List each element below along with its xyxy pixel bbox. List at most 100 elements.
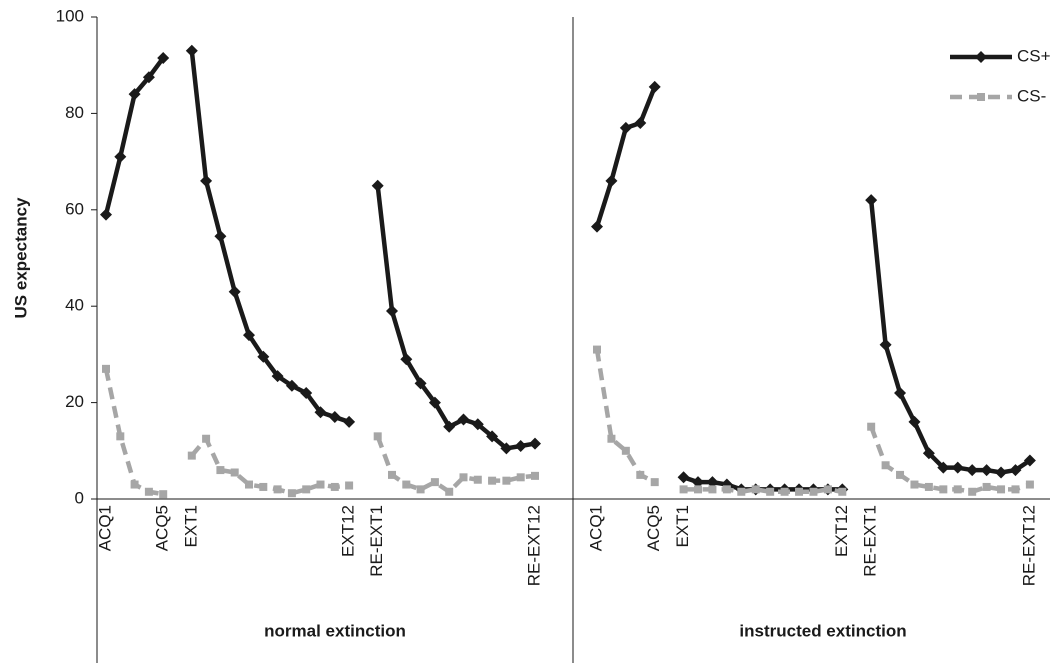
data-point [200,174,213,187]
data-point [216,466,225,475]
y-axis-label: US expectancy [11,197,30,318]
legend-marker [975,51,987,63]
data-point [966,464,979,477]
data-point [330,482,339,491]
data-point [343,415,356,428]
data-point [243,329,255,342]
data-point [130,480,139,489]
data-point [809,487,818,496]
data-point [128,88,141,101]
x-tick-label: EXT1 [673,505,692,548]
legend-marker [977,93,985,101]
data-point [345,481,354,490]
data-point [142,71,155,84]
data-point [214,230,227,243]
series-line [683,487,843,495]
data-point [607,434,616,443]
data-point [388,470,396,479]
data-point [100,208,112,221]
y-tick-label: 100 [56,6,84,25]
data-point [443,420,456,433]
data-point [879,338,892,351]
data-point [867,422,876,431]
data-point [457,413,470,426]
data-point [157,51,170,64]
data-point [428,396,441,409]
data-point [865,194,878,207]
data-point [187,451,196,460]
data-point [951,461,964,474]
data-point [473,475,482,484]
x-tick-label: EXT12 [339,505,358,557]
y-tick-label: 80 [65,103,84,122]
data-point [910,480,919,489]
data-point [922,447,935,460]
data-point [980,464,993,477]
data-point [780,487,789,496]
data-point [894,386,907,399]
data-point [259,482,268,491]
data-point [591,220,603,233]
x-tick-label: RE-EXT1 [367,505,386,577]
data-point [116,432,125,441]
series-line [103,368,164,497]
data-point [471,418,484,431]
data-point [881,461,890,470]
data-point [416,485,425,494]
data-point [430,478,439,487]
data-point [316,480,325,489]
series-line [375,435,536,495]
data-point [737,487,746,496]
panel-label: instructed extinction [739,621,906,640]
data-point [516,473,525,482]
data-point [968,487,977,496]
data-point [328,411,341,424]
panel-label: normal extinction [264,621,406,640]
data-point [694,485,703,494]
data-point [636,470,645,479]
data-point [838,487,847,496]
data-point [995,466,1008,479]
x-tick-label: RE-EXT12 [1019,505,1038,586]
data-point [953,485,962,494]
data-point [314,406,327,419]
data-point [500,442,513,455]
data-point [692,476,705,489]
data-point [708,485,717,494]
y-tick-label: 20 [65,392,84,411]
x-tick-label: RE-EXT12 [524,505,543,586]
data-point [706,476,719,489]
data-point [679,485,688,494]
series-line [190,436,350,496]
data-point [402,480,411,489]
data-point [621,446,630,455]
x-tick-label: ACQ1 [95,505,114,551]
data-point [459,473,468,482]
data-point [502,476,511,485]
series-line [869,425,1031,495]
data-point [386,305,398,318]
x-tick-label: RE-EXT1 [861,505,880,577]
data-point [722,485,731,494]
data-point [144,487,153,496]
data-point [605,174,618,187]
series-line [375,185,536,451]
series-line [594,86,657,228]
data-point [634,117,647,130]
data-point [300,386,313,399]
y-tick-label: 60 [65,199,84,218]
data-point [185,44,198,57]
data-point [908,415,921,428]
data-point [677,471,690,484]
data-point [766,487,775,496]
x-tick-label: EXT12 [832,505,851,557]
x-tick-label: ACQ5 [153,505,172,551]
data-point [1023,454,1036,467]
data-point [400,353,413,366]
data-point [202,434,211,443]
data-point [257,350,270,363]
x-tick-label: ACQ5 [644,505,663,551]
data-point [937,461,950,474]
data-point [650,478,659,487]
data-point [939,485,948,494]
